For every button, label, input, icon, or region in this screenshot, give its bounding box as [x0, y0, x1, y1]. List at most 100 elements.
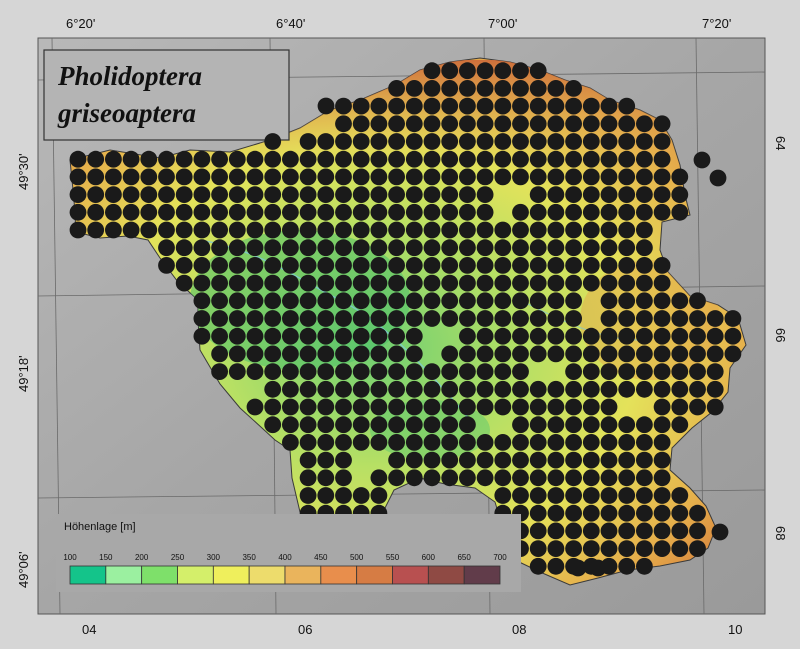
occurrence-dot	[299, 239, 317, 257]
legend-tick-label: 150	[99, 553, 113, 562]
occurrence-dot	[476, 221, 494, 239]
grid-bottom-10: 10	[728, 622, 742, 637]
grid-right-64: 64	[773, 136, 788, 150]
occurrence-dot	[706, 345, 724, 363]
occurrence-dot	[671, 416, 689, 434]
lat-label-3: 49°06'	[16, 551, 31, 588]
occurrence-dot	[600, 487, 618, 504]
occurrence-dot	[512, 133, 529, 150]
occurrence-dot	[618, 168, 636, 186]
occurrence-dot	[653, 186, 671, 204]
occurrence-dot	[335, 97, 352, 115]
occurrence-dot	[158, 203, 175, 221]
grid-labels-right: 64 66 68	[773, 136, 788, 540]
lon-label-4: 7°20'	[702, 16, 731, 31]
occurrence-dot	[441, 168, 459, 186]
occurrence-dot	[441, 221, 459, 239]
occurrence-dot	[476, 363, 494, 380]
occurrence-dot	[228, 274, 246, 292]
occurrence-dot	[175, 186, 193, 204]
occurrence-dot	[653, 115, 671, 133]
occurrence-dot	[636, 557, 653, 575]
occurrence-dot	[335, 434, 352, 451]
occurrence-dot	[618, 150, 636, 168]
occurrence-dot	[441, 469, 459, 487]
occurrence-dot	[618, 274, 636, 292]
occurrence-dot	[636, 540, 653, 557]
occurrence-dot	[653, 292, 671, 310]
occurrence-dot	[441, 310, 459, 327]
occurrence-dot	[441, 80, 459, 97]
occurrence-dot	[494, 398, 512, 416]
occurrence-dot	[494, 150, 512, 168]
occurrence-dot	[423, 434, 441, 451]
occurrence-dot	[459, 62, 476, 80]
occurrence-dot	[512, 451, 529, 469]
occurrence-dot	[512, 292, 529, 310]
legend-swatch	[105, 565, 143, 585]
occurrence-dot	[600, 257, 618, 274]
occurrence-dot	[441, 380, 459, 398]
occurrence-dot	[317, 203, 335, 221]
occurrence-dot	[105, 186, 122, 204]
legend-tick-labels: 100 150 200 250 300 350 400 450 500 550 600 650 700	[63, 553, 507, 562]
occurrence-dot	[671, 345, 689, 363]
occurrence-dot	[459, 257, 476, 274]
occurrence-dot	[405, 327, 423, 345]
occurrence-dot	[335, 398, 352, 416]
occurrence-dot	[264, 221, 282, 239]
occurrence-dot	[423, 451, 441, 469]
occurrence-dot	[370, 186, 388, 204]
occurrence-dot	[317, 327, 335, 345]
occurrence-dot	[370, 487, 388, 504]
occurrence-dot	[228, 186, 246, 204]
occurrence-dot	[565, 469, 582, 487]
occurrence-dot	[299, 487, 317, 504]
occurrence-dot	[529, 257, 547, 274]
occurrence-dot	[317, 451, 335, 469]
occurrence-dot	[706, 398, 724, 416]
occurrence-dot	[352, 380, 370, 398]
occurrence-dot	[494, 345, 512, 363]
occurrence-dot	[689, 363, 706, 380]
occurrence-dot	[653, 345, 671, 363]
occurrence-dot	[370, 398, 388, 416]
occurrence-dot	[264, 380, 282, 398]
occurrence-dot	[711, 523, 729, 541]
occurrence-dot	[388, 451, 405, 469]
occurrence-dot	[441, 97, 459, 115]
legend-tick-label: 500	[350, 553, 364, 562]
occurrence-dot	[317, 380, 335, 398]
occurrence-dot	[636, 115, 653, 133]
occurrence-dot	[459, 97, 476, 115]
grid-bottom-06: 06	[298, 622, 312, 637]
occurrence-dot	[618, 345, 636, 363]
occurrence-dot	[547, 434, 565, 451]
occurrence-dot	[352, 487, 370, 504]
occurrence-dot	[582, 451, 600, 469]
occurrence-dot	[405, 345, 423, 363]
occurrence-dot	[211, 168, 229, 186]
occurrence-dot	[459, 168, 476, 186]
occurrence-dot	[388, 274, 405, 292]
occurrence-dot	[476, 345, 494, 363]
occurrence-dot	[582, 504, 600, 522]
occurrence-dot	[547, 469, 565, 487]
occurrence-dot	[317, 398, 335, 416]
occurrence-dot	[636, 327, 653, 345]
occurrence-dot	[69, 203, 87, 221]
occurrence-dot	[529, 150, 547, 168]
occurrence-dot	[636, 239, 653, 257]
occurrence-dot	[618, 522, 636, 540]
occurrence-dot	[423, 398, 441, 416]
occurrence-dot	[441, 150, 459, 168]
occurrence-dot	[529, 292, 547, 310]
legend-swatch	[392, 565, 429, 585]
occurrence-dot	[317, 274, 335, 292]
occurrence-dot	[441, 257, 459, 274]
occurrence-dot	[299, 327, 317, 345]
occurrence-dot	[423, 239, 441, 257]
occurrence-dot	[565, 522, 582, 540]
occurrence-dot	[618, 487, 636, 504]
occurrence-dot	[370, 133, 388, 150]
